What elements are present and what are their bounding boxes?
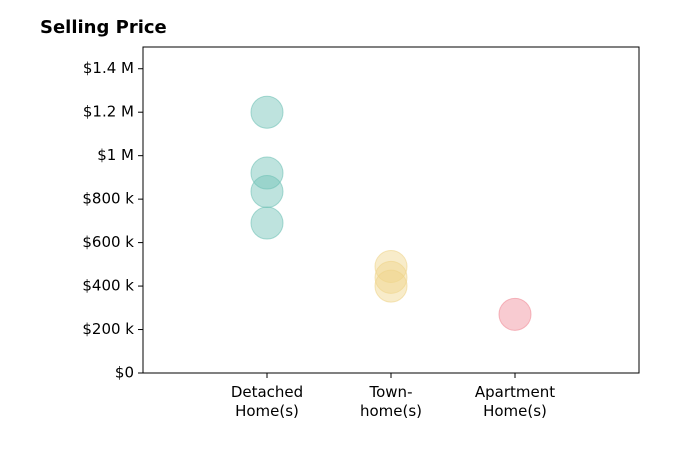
y-tick-label: $1 M — [97, 146, 134, 164]
y-tick-label: $200 k — [82, 320, 134, 338]
point — [498, 297, 532, 331]
point — [250, 156, 284, 190]
plot-frame — [142, 46, 640, 374]
y-tick-label: $400 k — [82, 277, 134, 295]
y-tick-label: $1.2 M — [83, 103, 134, 121]
point — [374, 250, 408, 284]
point — [374, 260, 408, 294]
point — [250, 95, 284, 129]
y-tick-label: $800 k — [82, 190, 134, 208]
point — [374, 269, 408, 303]
point — [250, 206, 284, 240]
x-tick-label: Detached Home(s) — [231, 383, 303, 420]
y-tick-label: $0 — [115, 364, 134, 382]
y-tick-label: $600 k — [82, 233, 134, 251]
chart-title: Selling Price — [40, 17, 167, 38]
x-tick-label: Town-home(s) — [360, 383, 422, 420]
y-tick-label: $1.4 M — [83, 59, 134, 77]
point — [250, 175, 284, 209]
x-tick-label: Apartment Home(s) — [475, 383, 555, 420]
